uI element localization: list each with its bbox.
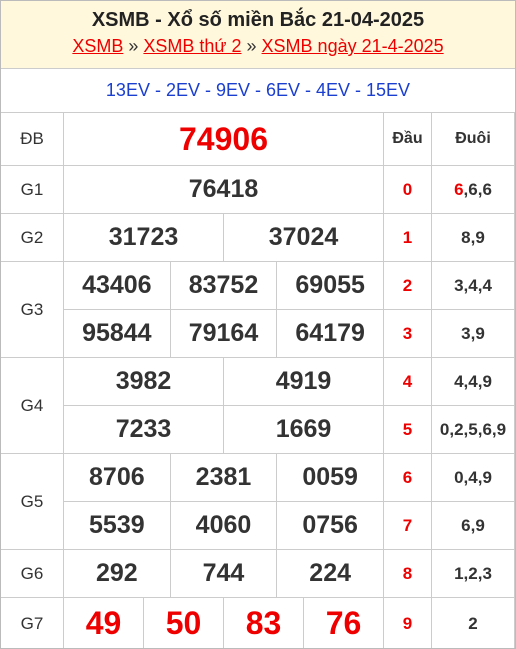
prize-number: 3982 — [64, 358, 224, 406]
prize-number: 744 — [170, 550, 278, 598]
prize-number: 69055 — [277, 262, 384, 310]
breadcrumb: XSMB » XSMB thứ 2 » XSMB ngày 21-4-2025 — [1, 36, 515, 57]
separator: » — [246, 36, 257, 56]
tail-digits: 3,4,4 — [432, 262, 515, 310]
tail-rest: 2 — [468, 613, 478, 633]
tail-digits: 3,9 — [432, 310, 515, 358]
prize-number: 37024 — [224, 214, 384, 262]
tail-rest: 8,9 — [461, 227, 485, 247]
head-digit: 7 — [384, 502, 432, 550]
prize-number: 1669 — [224, 406, 384, 454]
prize-label: G2 — [1, 214, 64, 262]
prize-number: 49 — [64, 598, 144, 648]
link[interactable]: XSMB — [72, 36, 124, 56]
prize-number: 95844 — [64, 310, 171, 358]
prize-number: 83752 — [170, 262, 278, 310]
link[interactable]: XSMB thứ 2 — [143, 36, 242, 56]
prize-number: 5539 — [64, 502, 171, 550]
tail-digits: 0,4,9 — [432, 454, 515, 502]
tail-digits: 0,2,5,6,9 — [432, 406, 515, 454]
prize-number: 8706 — [64, 454, 171, 502]
tail-digits: 1,2,3 — [432, 550, 515, 598]
separator: » — [128, 36, 139, 56]
tail-digits: 6,6,6 — [432, 166, 515, 214]
head-digit: 8 — [384, 550, 432, 598]
prize-number: 79164 — [170, 310, 278, 358]
title: XSMB - Xổ số miền Bắc 21-04-2025 — [91, 9, 425, 31]
head-digit: 4 — [384, 358, 432, 406]
tail-title: Đuôi — [432, 113, 515, 166]
link[interactable]: XSMB ngày 21-4-2025 — [261, 36, 444, 56]
prize-number: 7233 — [64, 406, 224, 454]
prize-label: G6 — [1, 550, 64, 598]
prize-number: 76418 — [64, 166, 384, 214]
codes: 13EV - 2EV - 9EV - 6EV - 4EV - 15EV — [1, 69, 515, 113]
prize-number: 292 — [64, 550, 171, 598]
prize-label: G7 — [1, 598, 64, 648]
head-digit: 2 — [384, 262, 432, 310]
prize-number: 43406 — [64, 262, 171, 310]
tail-digits: 6,9 — [432, 502, 515, 550]
tail-digits: 4,4,9 — [432, 358, 515, 406]
header: XSMB - Xổ số miền Bắc 21-04-2025 XSMB » … — [1, 1, 515, 69]
head-digit: 6 — [384, 454, 432, 502]
prize-label: G1 — [1, 166, 64, 214]
head-digit: 3 — [384, 310, 432, 358]
prize-number: 0756 — [277, 502, 384, 550]
tail-digits: 2 — [432, 598, 515, 648]
tail-rest: 3,4,4 — [454, 275, 492, 295]
tail-digits: 8,9 — [432, 214, 515, 262]
prize-number: 4919 — [224, 358, 384, 406]
prize-number: 83 — [224, 598, 304, 648]
prize-label: ĐB — [1, 113, 64, 166]
prize-number: 74906 — [64, 113, 384, 166]
tail-hot: 6 — [454, 179, 464, 199]
prize-number: 76 — [304, 598, 384, 648]
prize-number: 224 — [277, 550, 384, 598]
prize-number: 64179 — [277, 310, 384, 358]
prize-number: 50 — [144, 598, 224, 648]
head-digit: 5 — [384, 406, 432, 454]
tail-rest: 4,4,9 — [454, 371, 492, 391]
tail-rest: ,6,6 — [463, 179, 492, 199]
tail-rest: 0,2,5,6,9 — [439, 419, 507, 439]
tail-rest: 0,4,9 — [454, 467, 492, 487]
prize-number: 2381 — [170, 454, 278, 502]
prize-label: G4 — [1, 358, 64, 454]
tail-rest: 3,9 — [461, 323, 485, 343]
tail-rest: 1,2,3 — [454, 563, 492, 583]
head-digit: 9 — [384, 598, 432, 648]
tail-rest: 6,9 — [461, 515, 485, 535]
prize-number: 4060 — [170, 502, 278, 550]
prize-label: G5 — [1, 454, 64, 550]
prize-number: 0059 — [277, 454, 384, 502]
head-digit: 0 — [384, 166, 432, 214]
head-title: Đầu — [384, 113, 432, 166]
head-digit: 1 — [384, 214, 432, 262]
prize-number: 31723 — [64, 214, 224, 262]
prize-label: G3 — [1, 262, 64, 358]
